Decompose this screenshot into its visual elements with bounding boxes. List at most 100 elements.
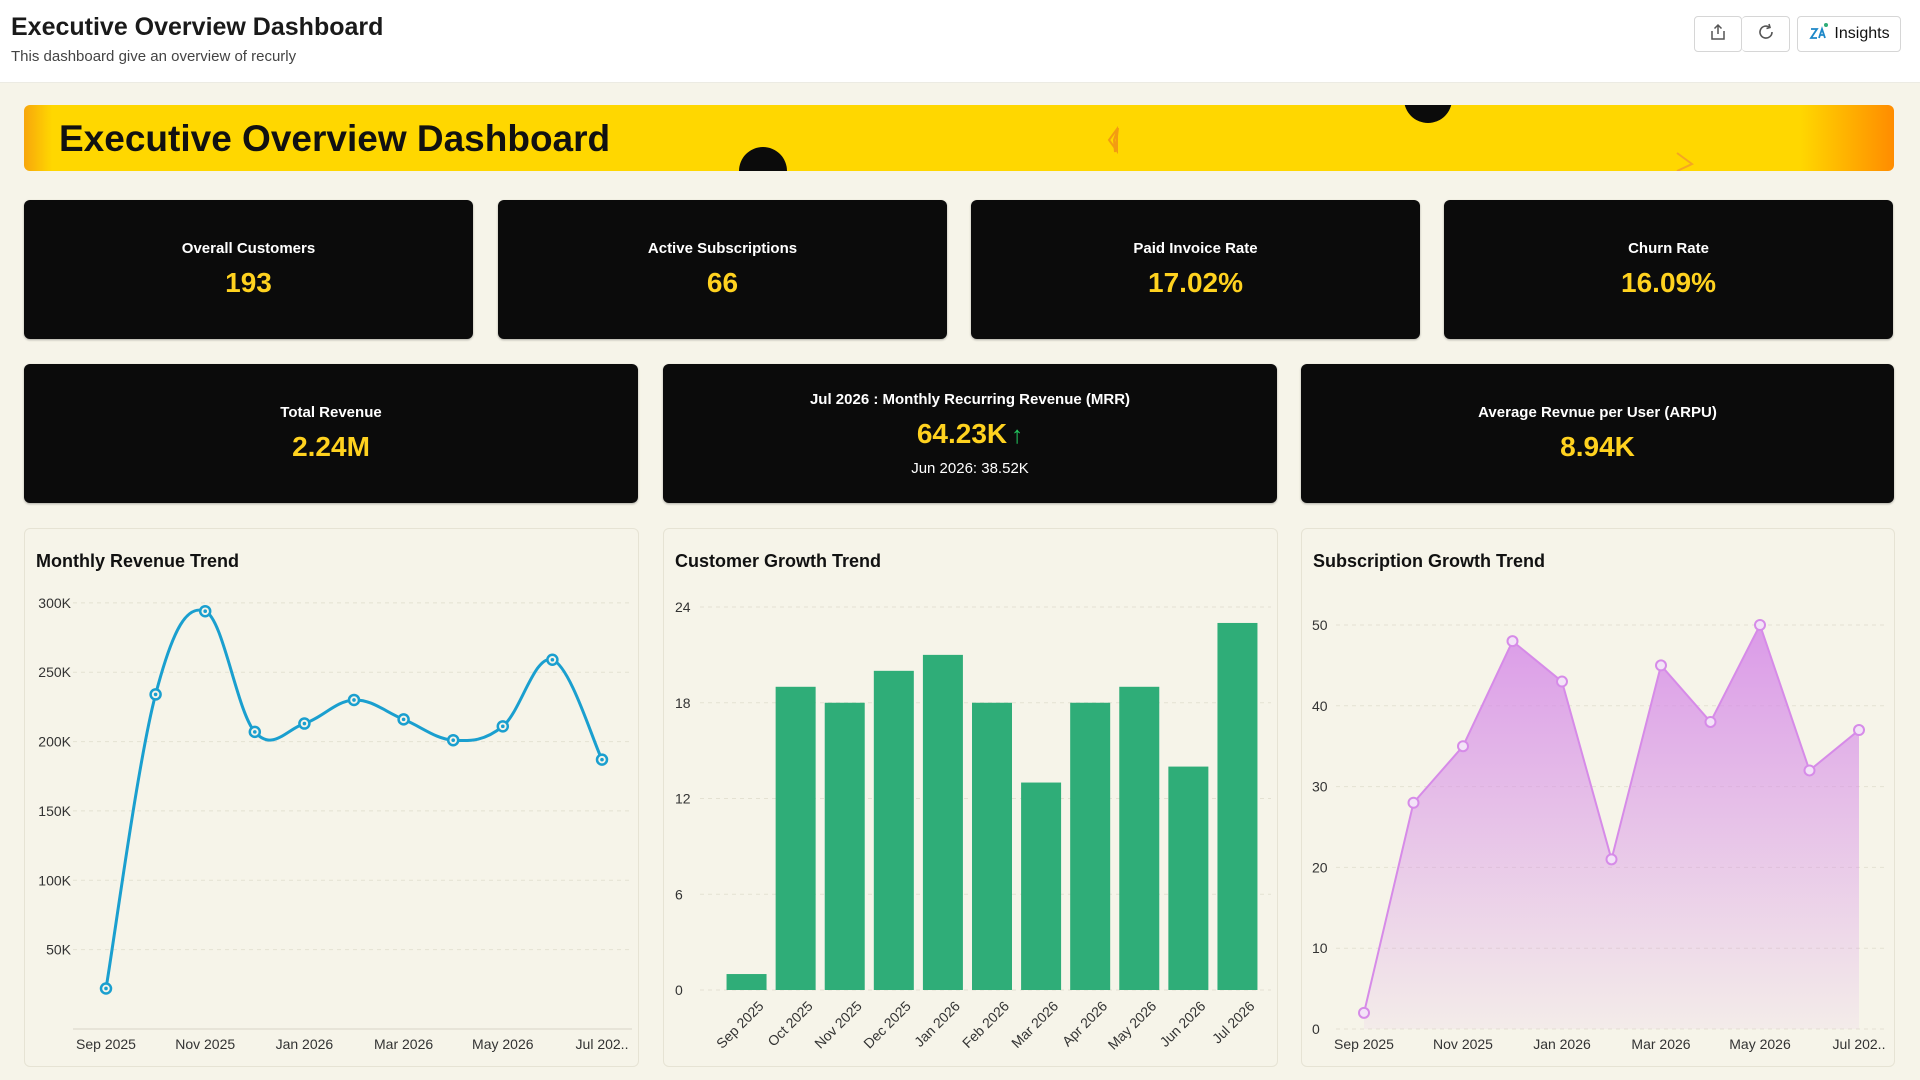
y-tick-label: 20 (1312, 859, 1328, 875)
y-tick-label: 200K (38, 734, 71, 750)
x-tick-label: Apr 2026 (1059, 998, 1111, 1050)
y-tick-label: 40 (1312, 698, 1328, 714)
kpi-total-revenue[interactable]: Total Revenue 2.24M (24, 364, 638, 503)
chart-title: Monthly Revenue Trend (36, 551, 240, 571)
data-point (1704, 715, 1717, 728)
x-tick-label: Jul 2026 (1209, 998, 1258, 1047)
y-tick-label: 10 (1312, 940, 1328, 956)
export-button[interactable] (1694, 16, 1742, 52)
kpi-paid-invoice-rate[interactable]: Paid Invoice Rate 17.02% (971, 200, 1420, 339)
x-tick-label: Nov 2025 (811, 998, 865, 1052)
insights-button[interactable]: Insights (1797, 16, 1901, 52)
kpi-value: 8.94K (1560, 431, 1635, 462)
banner-title: Executive Overview Dashboard (59, 118, 611, 159)
kpi-arpu[interactable]: Average Revnue per User (ARPU) 8.94K (1301, 364, 1894, 503)
insights-label: Insights (1834, 25, 1890, 42)
subscription-growth-panel[interactable]: Subscription Growth Trend 0 10 20 30 40 50 Sep… (1301, 528, 1895, 1067)
monthly-revenue-panel[interactable]: Monthly Revenue Trend 50K 100K 150K 200K 250… (24, 528, 639, 1067)
kpi-overall-customers[interactable]: Overall Customers 193 (24, 200, 473, 339)
trend-up-icon: ↑ (1011, 421, 1024, 449)
kpi-label: Active Subscriptions (647, 240, 798, 257)
x-tick-label: Sep 2025 (713, 998, 767, 1052)
x-tick-label: Mar 2026 (374, 1036, 433, 1052)
y-tick-label: 30 (1312, 779, 1328, 795)
page-title: Executive Overview Dashboard (11, 13, 384, 41)
x-tick-label: Nov 2025 (1433, 1036, 1493, 1052)
x-tick-label: Jul 202.. (1833, 1036, 1886, 1052)
x-tick-label: Feb 2026 (959, 998, 1012, 1051)
insights-icon (1808, 21, 1830, 48)
data-point (1457, 740, 1469, 753)
bar (1021, 782, 1062, 990)
y-tick-label: 50 (1312, 617, 1328, 633)
bar (824, 702, 865, 990)
bar (972, 702, 1012, 990)
kpi-value: 16.09% (1621, 267, 1716, 298)
bar (873, 670, 914, 990)
bar (1217, 622, 1258, 990)
data-point-center (253, 730, 257, 734)
customer-growth-panel[interactable]: Customer Growth Trend 0 6 12 18 24 Sep 2025 Oc… (663, 528, 1278, 1067)
data-point-center (451, 738, 456, 742)
chart-title: Customer Growth Trend (675, 551, 882, 571)
x-tick-label: Sep 2025 (76, 1036, 136, 1052)
kpi-label: Paid Invoice Rate (1133, 240, 1258, 257)
x-tick-label: Dec 2025 (860, 998, 914, 1052)
data-point (1506, 635, 1519, 648)
data-point-center (600, 757, 604, 762)
y-tick-label: 24 (675, 599, 691, 615)
y-tick-label: 50K (46, 942, 72, 958)
data-point-center (153, 692, 158, 697)
x-tick-label: Jul 202.. (576, 1036, 629, 1052)
kpi-previous-value: Jun 2026: 38.52K (911, 459, 1029, 477)
x-tick-label: May 2026 (472, 1036, 534, 1052)
refresh-button[interactable] (1742, 16, 1790, 52)
bar (1168, 766, 1209, 990)
export-icon (1708, 22, 1728, 47)
data-point (1754, 619, 1766, 631)
bar (726, 974, 767, 990)
top-bar: Executive Overview Dashboard This dashbo… (0, 0, 1920, 83)
data-point (1853, 724, 1865, 737)
kpi-label: Total Revenue (280, 404, 382, 421)
dashboard-banner: Executive Overview Dashboard (24, 105, 1894, 171)
x-tick-label: Jun 2026 (1156, 998, 1208, 1050)
x-tick-label: Sep 2025 (1334, 1036, 1394, 1052)
y-tick-label: 300K (38, 595, 71, 611)
y-tick-label: 100K (38, 872, 71, 888)
kpi-churn-rate[interactable]: Churn Rate 16.09% (1444, 200, 1893, 339)
chart-title: Subscription Growth Trend (1313, 551, 1546, 571)
kpi-value: 17.02% (1148, 267, 1243, 298)
x-tick-label: Mar 2026 (1631, 1036, 1690, 1052)
y-tick-label: 18 (675, 695, 691, 711)
bar (922, 654, 963, 990)
bar (775, 686, 816, 990)
data-point-center (550, 657, 555, 662)
x-tick-label: Jan 2026 (911, 998, 963, 1050)
kpi-label: Jul 2026 : Monthly Recurring Revenue (MR… (809, 390, 1131, 408)
y-tick-label: 150K (38, 803, 71, 819)
kpi-active-subscriptions[interactable]: Active Subscriptions 66 (498, 200, 947, 339)
data-point-center (501, 724, 505, 729)
kpi-mrr[interactable]: Jul 2026 : Monthly Recurring Revenue (MR… (663, 364, 1277, 503)
data-point (1556, 675, 1568, 688)
kpi-value: 66 (706, 267, 739, 298)
y-tick-label: 0 (1312, 1021, 1320, 1037)
x-tick-label: Jan 2026 (1533, 1036, 1591, 1052)
subscription-growth-chart: 0 10 20 30 40 50 Sep 2025 Nov 2025 Jan 2026 Mar 2… (1312, 617, 1888, 1052)
refresh-icon (1755, 21, 1777, 48)
x-tick-label: Oct 2025 (764, 998, 816, 1050)
data-point (1803, 764, 1816, 777)
x-tick-label: May 2026 (1729, 1036, 1791, 1052)
data-point (1407, 796, 1420, 809)
y-tick-label: 250K (38, 664, 71, 680)
y-tick-label: 12 (675, 791, 691, 807)
data-point (1358, 1006, 1370, 1019)
y-tick-label: 0 (675, 982, 683, 998)
kpi-value-row: 64.23K ↑ (917, 418, 1023, 450)
kpi-label: Average Revnue per User (ARPU) (1478, 404, 1717, 421)
monthly-revenue-chart: 50K 100K 150K 200K 250K 300K Sep 2025 Nov 2025 J… (38, 595, 632, 1052)
kpi-value: 193 (225, 267, 272, 298)
x-tick-label: Jan 2026 (276, 1036, 334, 1052)
series-line (104, 608, 604, 989)
